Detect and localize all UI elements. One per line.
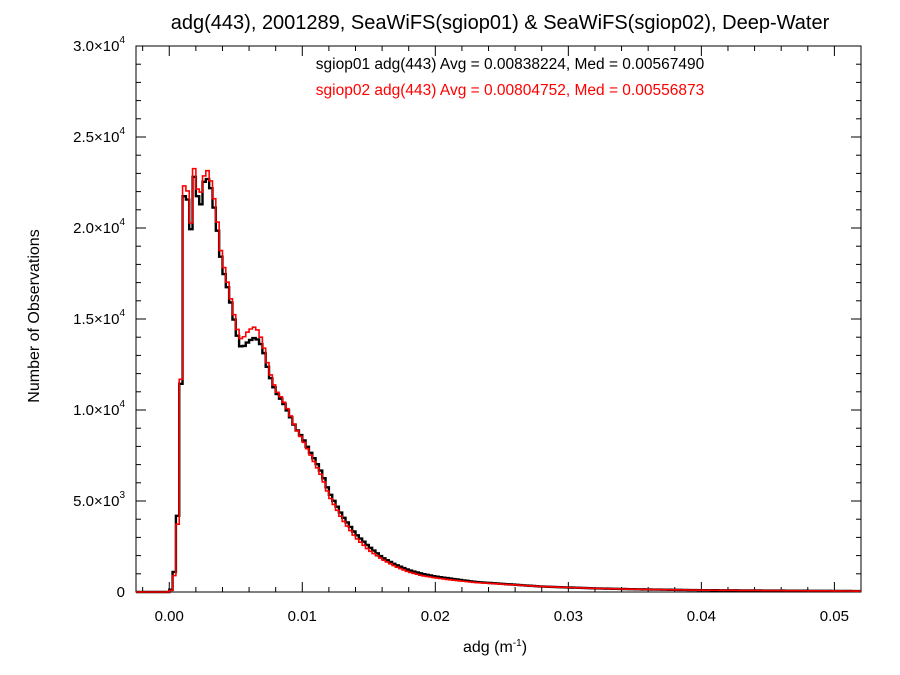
x-axis-label: adg (m-1): [463, 638, 527, 656]
series-lines: [136, 167, 861, 594]
y-tick-labels: 05.0×1031.0×1041.5×1042.0×1042.5×1043.0×…: [73, 35, 125, 601]
y-tick-exponent: 4: [119, 126, 125, 137]
y-tick-exponent: 4: [119, 217, 125, 228]
axis-ticks: [136, 45, 862, 593]
y-tick-label: 1.5×104: [73, 308, 125, 328]
series-line-2: [136, 167, 861, 593]
annotation-sgiop02: sgiop02 adg(443) Avg = 0.00804752, Med =…: [316, 82, 704, 99]
y-tick-label: 2.5×104: [73, 126, 125, 146]
annotation-sgiop01: sgiop01 adg(443) Avg = 0.00838224, Med =…: [316, 56, 705, 73]
y-tick-exponent: 3: [119, 490, 125, 501]
x-tick-label: 0.04: [687, 608, 716, 625]
y-tick-mantissa: 3.0×10: [73, 38, 119, 55]
x-tick-label: 0.00: [155, 608, 184, 625]
y-tick-mantissa: 5.0×10: [73, 493, 119, 510]
y-axis-label: Number of Observations: [26, 229, 43, 402]
y-tick-label: 5.0×103: [73, 490, 125, 510]
x-tick-label: 0.02: [421, 608, 450, 625]
y-tick-exponent: 4: [119, 35, 125, 46]
x-tick-label: 0.05: [820, 608, 849, 625]
y-tick-mantissa: 2.0×10: [73, 220, 119, 237]
x-tick-label: 0.01: [288, 608, 317, 625]
y-tick-label: 3.0×104: [73, 35, 125, 55]
y-tick-label: 0: [117, 584, 125, 601]
x-tick-labels: 0.00 0.01 0.02 0.03 0.04 0.05: [155, 608, 849, 625]
plot-frame: [135, 45, 862, 593]
y-tick-mantissa: 1.5×10: [73, 311, 119, 328]
y-tick-label: 1.0×104: [73, 399, 125, 419]
y-tick-label: 2.0×104: [73, 217, 125, 237]
y-tick-exponent: 4: [119, 399, 125, 410]
y-tick-mantissa: 0: [117, 584, 125, 601]
series-line-1: [136, 175, 861, 594]
y-tick-mantissa: 1.0×10: [73, 402, 119, 419]
y-tick-exponent: 4: [119, 308, 125, 319]
x-tick-label: 0.03: [554, 608, 583, 625]
y-tick-mantissa: 2.5×10: [73, 129, 119, 146]
chart-title: adg(443), 2001289, SeaWiFS(sgiop01) & Se…: [171, 12, 830, 34]
